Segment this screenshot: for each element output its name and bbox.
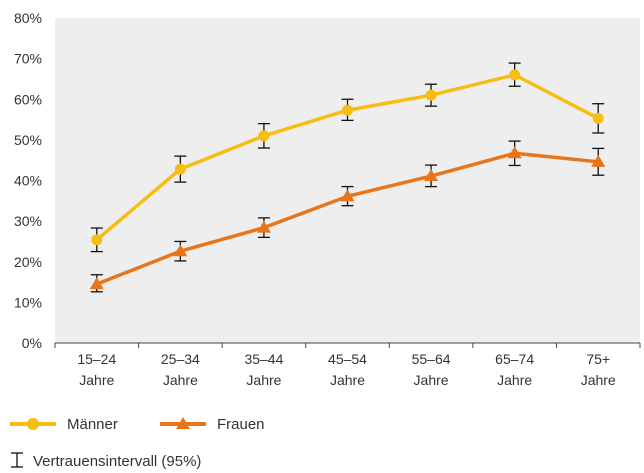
x-tick-label: 15–24 Jahre (77, 351, 116, 388)
legend-item-frauen: Frauen (160, 416, 265, 433)
data-point (340, 189, 355, 202)
legend-marker (27, 418, 39, 430)
y-tick-label: 0% (22, 335, 42, 351)
x-tick-label: 55–64 Jahre (412, 351, 451, 388)
x-axis: 15–24 Jahre 25–34 Jahre 35–44 Jahre 45–54 Jahre… (54, 343, 641, 388)
legend-label: Männer (67, 416, 118, 433)
data-point (173, 244, 188, 257)
series-layer (89, 62, 606, 293)
y-tick-label: 30% (14, 213, 42, 229)
data-point (89, 277, 104, 290)
series-maenner (90, 62, 605, 253)
y-tick-label: 40% (14, 173, 42, 189)
x-tick-label: 65–74 Jahre (495, 351, 534, 388)
data-point (342, 104, 353, 116)
y-tick-label: 50% (14, 132, 42, 148)
series-frauen (89, 140, 606, 293)
legend-marker (176, 417, 190, 429)
x-tick-label: 45–54 Jahre (328, 351, 367, 388)
data-point (258, 130, 270, 142)
data-point (591, 154, 606, 167)
legend: Männer Frauen Vertrauensintervall (95%) (10, 416, 265, 470)
data-point (424, 169, 439, 182)
plot-background (55, 18, 640, 343)
data-point (509, 69, 521, 81)
y-tick-label: 20% (14, 254, 42, 270)
y-tick-label: 70% (14, 51, 42, 67)
y-tick-label: 10% (14, 294, 42, 310)
legend-item-ci: Vertrauensintervall (95%) (11, 452, 201, 470)
data-point (91, 234, 103, 246)
data-point (256, 220, 271, 233)
data-point (592, 112, 604, 124)
legend-item-maenner: Männer (10, 416, 118, 433)
x-tick-label: 35–44 Jahre (244, 351, 283, 388)
x-tick-label: 75+ Jahre (581, 351, 616, 388)
data-point (425, 89, 437, 101)
y-axis: 0% 10% 20% 30% 40% 50% 60% 70% 80% (14, 10, 42, 351)
ci-legend-label: Vertrauensintervall (95%) (33, 453, 201, 470)
legend-label: Frauen (217, 416, 265, 433)
x-tick-label: 25–34 Jahre (161, 351, 200, 388)
data-point (507, 146, 522, 159)
data-point (174, 163, 186, 175)
y-tick-label: 60% (14, 91, 42, 107)
y-tick-label: 80% (14, 10, 42, 26)
